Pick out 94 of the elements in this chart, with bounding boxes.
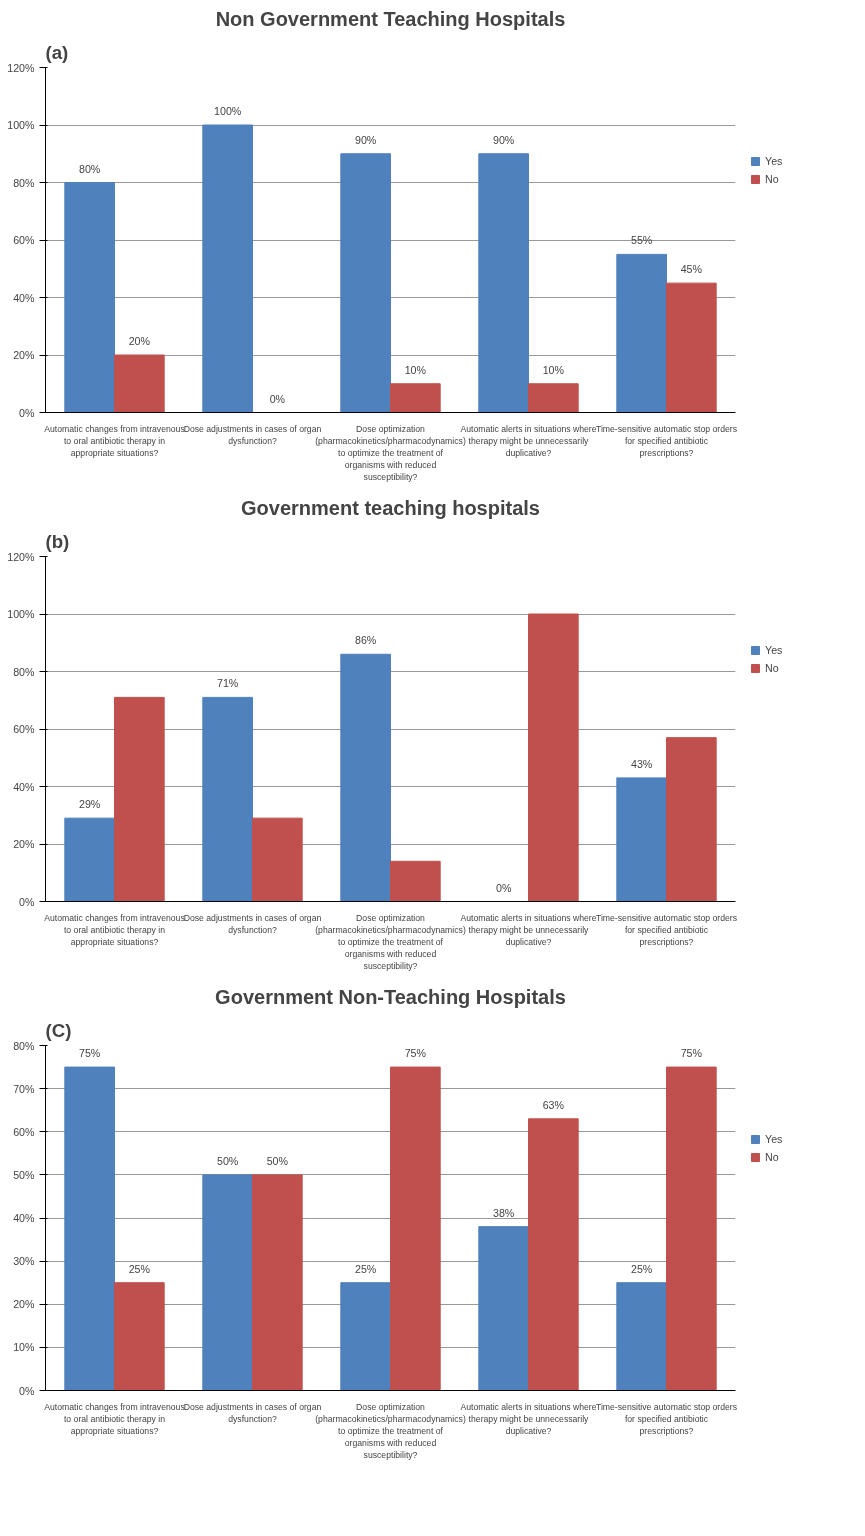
data-label: 90% [355, 133, 377, 146]
y-tick-label: 40% [13, 780, 36, 793]
text: (b) [45, 530, 70, 552]
bar [202, 124, 253, 413]
y-tick-label: 10% [13, 1341, 36, 1354]
bar [390, 860, 441, 902]
y-tick-label: 60% [13, 723, 36, 735]
y-tick-label: 80% [13, 176, 36, 189]
bar [252, 1174, 303, 1391]
data-label: 86% [355, 634, 377, 647]
text: (a) [45, 41, 69, 63]
data-label: 71% [217, 677, 239, 690]
bar [202, 1174, 253, 1391]
y-tick-label: 20% [13, 838, 36, 850]
bar [340, 1282, 391, 1391]
y-tick-label: 20% [13, 1298, 36, 1311]
bar [64, 817, 115, 902]
bar [340, 153, 391, 413]
x-tick-label: Time-sensitive automatic stop orders for specified antibiotic prescriptions? [595, 912, 738, 947]
y-tick-label: 30% [13, 1255, 36, 1268]
bar [114, 1282, 165, 1391]
data-label: 43% [631, 757, 653, 770]
bar [64, 1066, 115, 1391]
data-label: 25% [631, 1262, 653, 1275]
y-tick-label: 100% [7, 119, 36, 131]
bar [666, 282, 717, 413]
chart-title: Government teaching hospitals [241, 496, 540, 519]
text: (C) [45, 1019, 72, 1041]
y-tick-label: 20% [13, 349, 36, 361]
data-label: 50% [266, 1154, 289, 1167]
bar [528, 1118, 579, 1391]
y-tick-label: 0% [19, 406, 36, 419]
bar [114, 354, 165, 413]
data-label: 25% [128, 1262, 151, 1275]
data-label: 75% [404, 1047, 427, 1060]
data-label: 75% [680, 1047, 703, 1060]
legend-label: Yes [765, 155, 784, 167]
data-label: 0% [269, 392, 286, 405]
data-label: 90% [493, 133, 515, 146]
y-tick-label: 120% [7, 61, 36, 74]
y-tick-label: 100% [7, 608, 36, 620]
y-tick-label: 0% [19, 895, 36, 908]
bar [616, 1282, 667, 1391]
y-tick-label: 60% [13, 234, 36, 246]
data-label: 20% [128, 335, 151, 347]
legend-label: Yes [765, 644, 784, 656]
bar [252, 817, 303, 902]
y-tick-label: 120% [7, 550, 36, 563]
bar [114, 696, 165, 902]
x-tick-label: Automatic changes from intravenous to oral antibiotic therapy in appropriate situations? [44, 1401, 186, 1436]
chart-title: Non Government Teaching Hospitals [215, 7, 566, 30]
data-label: 80% [79, 162, 101, 175]
bar [528, 383, 579, 413]
bar [616, 777, 667, 902]
data-label: 0% [495, 881, 512, 894]
y-tick-label: 50% [13, 1168, 36, 1181]
bar [666, 737, 717, 902]
data-label: 100% [214, 105, 242, 117]
legend-label: No [765, 662, 780, 674]
bar [616, 253, 667, 413]
y-tick-label: 70% [13, 1082, 36, 1095]
data-label: 75% [79, 1047, 101, 1060]
data-label: 45% [680, 263, 703, 276]
y-tick-label: 60% [13, 1125, 36, 1138]
y-tick-label: 0% [19, 1384, 36, 1397]
bar [202, 696, 253, 902]
bar [666, 1066, 717, 1391]
bar [390, 1066, 441, 1391]
data-label: 50% [217, 1154, 239, 1167]
x-tick-label: Automatic changes from intravenous to oral antibiotic therapy in appropriate situations? [44, 912, 186, 947]
bar [528, 613, 579, 902]
x-tick-label: Time-sensitive automatic stop orders for specified antibiotic prescriptions? [595, 1401, 738, 1436]
data-label: 63% [542, 1098, 565, 1111]
bar [64, 182, 115, 413]
bar [340, 653, 391, 902]
y-tick-label: 80% [13, 1039, 36, 1052]
data-label: 29% [79, 798, 101, 811]
x-tick-label: Time-sensitive automatic stop orders for specified antibiotic prescriptions? [595, 423, 738, 458]
legend-label: No [765, 173, 780, 185]
data-label: 55% [631, 234, 653, 247]
data-label: 38% [493, 1206, 515, 1219]
bar [478, 1226, 529, 1391]
data-label: 10% [404, 363, 427, 376]
data-label: 10% [542, 363, 565, 376]
legend-label: No [765, 1151, 780, 1163]
bar [478, 153, 529, 413]
legend-label: Yes [765, 1133, 784, 1145]
data-label: 25% [355, 1262, 377, 1275]
bar [390, 383, 441, 413]
y-tick-label: 80% [13, 665, 36, 678]
chart-title: Government Non-Teaching Hospitals [215, 985, 566, 1008]
y-tick-label: 40% [13, 291, 36, 304]
x-tick-label: Automatic changes from intravenous to oral antibiotic therapy in appropriate situations? [44, 423, 186, 458]
y-tick-label: 40% [13, 1212, 36, 1224]
